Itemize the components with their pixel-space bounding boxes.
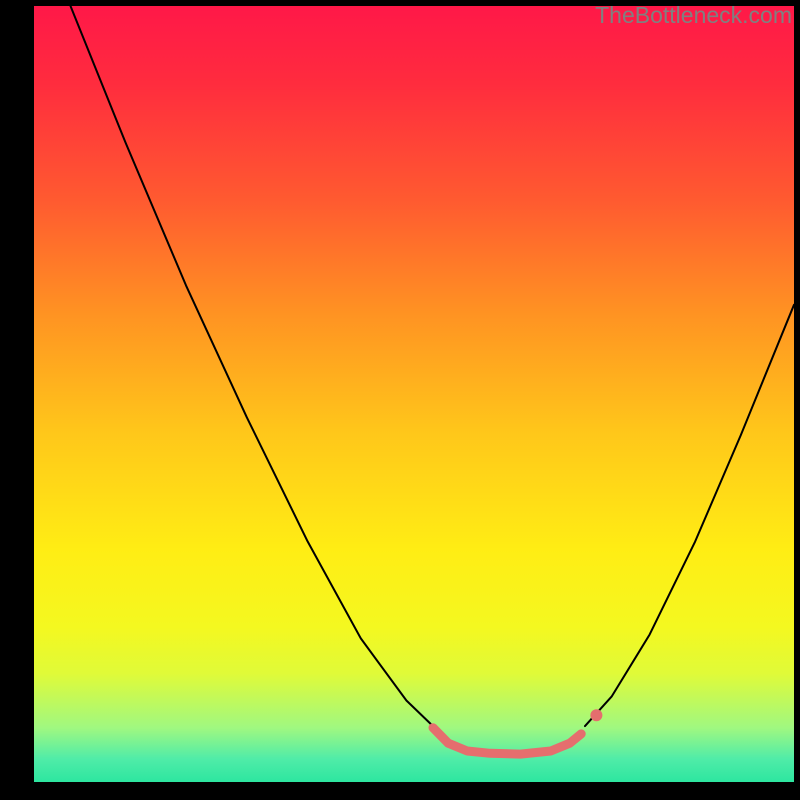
watermark-text: TheBottleneck.com xyxy=(595,2,792,29)
gradient-background xyxy=(34,6,794,782)
chart-svg xyxy=(34,6,794,782)
plot-area xyxy=(34,6,794,782)
highlight-dot xyxy=(590,709,602,721)
